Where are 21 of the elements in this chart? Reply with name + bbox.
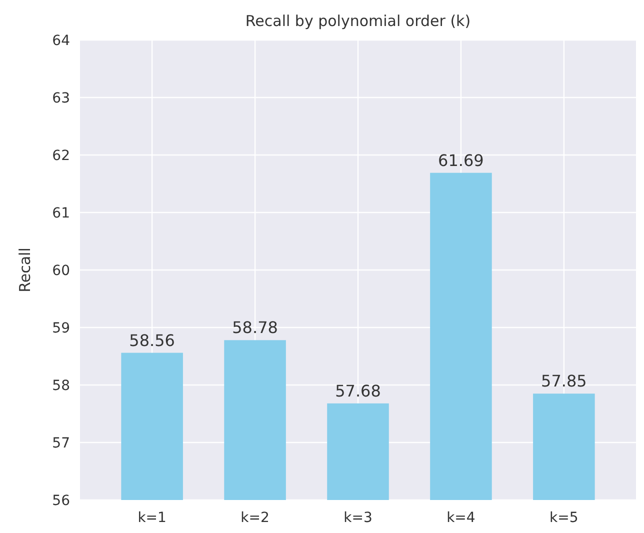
- y-tick-label: 63: [52, 90, 70, 106]
- x-tick-label: k=4: [446, 510, 476, 526]
- y-tick-label: 57: [52, 435, 70, 452]
- data-label: 58.56: [129, 330, 175, 350]
- data-label: 57.68: [335, 381, 381, 400]
- x-tick-label: k=2: [240, 510, 270, 526]
- x-tick-label: k=5: [550, 510, 578, 526]
- data-label: 57.85: [541, 372, 587, 391]
- y-tick-label: 58: [52, 378, 70, 394]
- data-label: 61.69: [438, 150, 484, 170]
- x-tick-label: k=1: [138, 510, 166, 526]
- y-tick-label: 62: [52, 148, 70, 164]
- y-axis-title: Recall: [16, 248, 34, 292]
- y-tick-label: 61: [52, 205, 70, 222]
- chart-title: Recall by polynomial order (k): [245, 12, 471, 30]
- x-tick-label: k=3: [344, 510, 372, 526]
- y-tick-label: 56: [52, 492, 70, 509]
- y-tick-label: 64: [52, 32, 70, 49]
- y-tick-label: 59: [52, 320, 70, 336]
- y-tick-label: 60: [52, 262, 70, 279]
- data-label: 58.78: [232, 318, 278, 338]
